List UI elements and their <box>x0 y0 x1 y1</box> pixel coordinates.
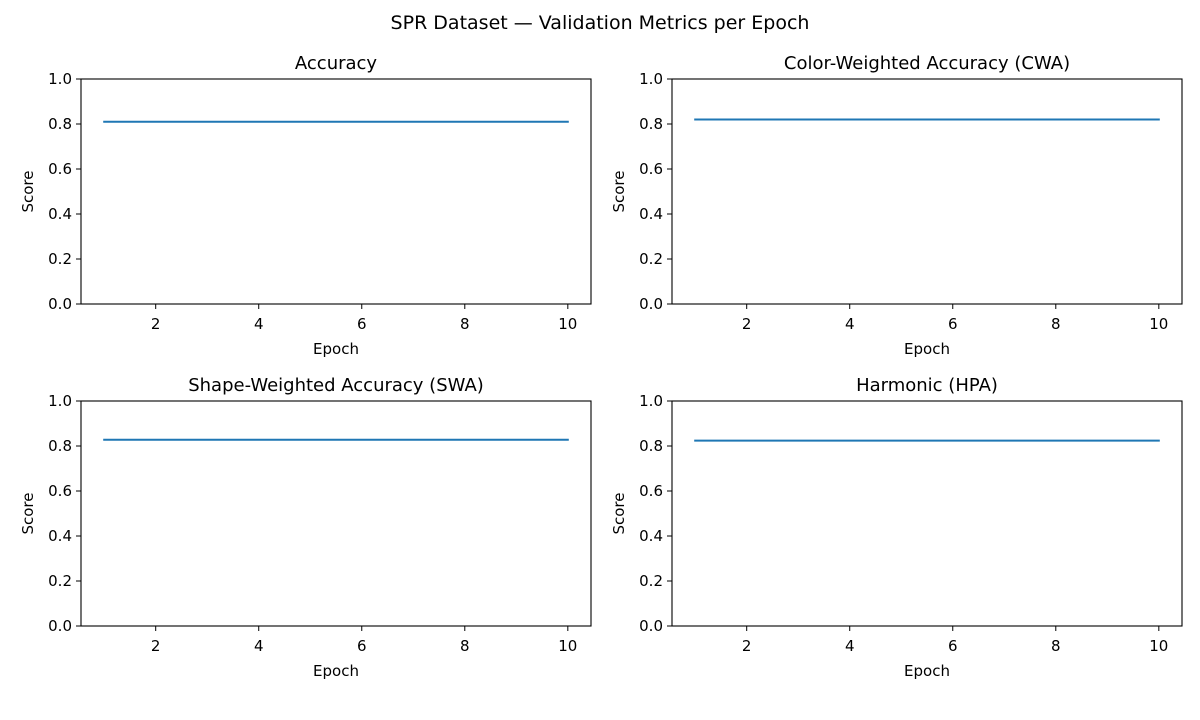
subplot-4: Harmonic (HPA) 0.0 0.2 0.4 0.6 0.8 1.0 2 4 6 8 10 Ep… <box>610 375 1183 680</box>
x-axis-label: Epoch <box>313 662 359 680</box>
y-tick-label: 1.0 <box>48 392 72 410</box>
x-tick-label: 6 <box>357 637 367 655</box>
y-tick-label: 0.8 <box>48 115 72 133</box>
x-tick-label: 4 <box>254 315 264 333</box>
subplot-title: Harmonic (HPA) <box>856 375 998 396</box>
y-axis-label: Score <box>610 170 628 212</box>
x-tick-label: 8 <box>460 315 470 333</box>
y-tick-label: 0.2 <box>48 250 72 268</box>
axes-frame <box>80 78 592 305</box>
y-tick-label: 0.8 <box>48 437 72 455</box>
y-tick-label: 1.0 <box>639 392 663 410</box>
x-tick-label: 6 <box>948 315 958 333</box>
subplot-1: Accuracy 0.0 0.2 0.4 0.6 0.8 1.0 2 4 6 8 10 Epoch Sco… <box>19 53 592 358</box>
x-tick-label: 2 <box>151 637 161 655</box>
x-tick-label: 10 <box>558 315 577 333</box>
y-tick-label: 0.0 <box>48 617 72 635</box>
y-tick-label: 0.2 <box>639 250 663 268</box>
y-axis-label: Score <box>19 492 37 534</box>
x-tick-label: 10 <box>1149 637 1168 655</box>
y-tick-label: 0.8 <box>639 115 663 133</box>
axes-frame <box>671 400 1183 627</box>
x-tick-label: 10 <box>558 637 577 655</box>
x-tick-label: 2 <box>151 315 161 333</box>
x-tick-label: 2 <box>742 315 752 333</box>
y-tick-label: 0.4 <box>639 527 663 545</box>
x-tick-label: 8 <box>460 637 470 655</box>
y-tick-label: 0.4 <box>48 205 72 223</box>
subplot-title: Accuracy <box>295 53 378 74</box>
x-tick-label: 10 <box>1149 315 1168 333</box>
y-tick-label: 0.8 <box>639 437 663 455</box>
subplot-2: Color-Weighted Accuracy (CWA) 0.0 0.2 0.4 0.… <box>610 53 1183 358</box>
figure-suptitle: SPR Dataset — Validation Metrics per Epo… <box>391 12 810 34</box>
axes-frame <box>671 78 1183 305</box>
x-tick-label: 8 <box>1051 637 1061 655</box>
y-tick-label: 0.6 <box>48 482 72 500</box>
y-tick-label: 0.4 <box>48 527 72 545</box>
x-axis-label: Epoch <box>313 340 359 358</box>
x-axis-label: Epoch <box>904 340 950 358</box>
y-tick-label: 0.0 <box>48 295 72 313</box>
x-tick-label: 4 <box>845 315 855 333</box>
subplot-title: Color-Weighted Accuracy (CWA) <box>784 53 1070 74</box>
y-tick-label: 0.6 <box>639 160 663 178</box>
subplot-grid: Accuracy 0.0 0.2 0.4 0.6 0.8 1.0 2 4 6 8 10 Epoch Sco… <box>19 53 1183 680</box>
subplot-title: Shape-Weighted Accuracy (SWA) <box>188 375 484 396</box>
y-tick-label: 0.2 <box>639 572 663 590</box>
x-tick-label: 6 <box>948 637 958 655</box>
y-tick-label: 0.6 <box>48 160 72 178</box>
y-tick-label: 1.0 <box>48 70 72 88</box>
y-tick-label: 0.4 <box>639 205 663 223</box>
y-axis-label: Score <box>19 170 37 212</box>
y-tick-label: 1.0 <box>639 70 663 88</box>
x-tick-label: 4 <box>845 637 855 655</box>
x-axis-label: Epoch <box>904 662 950 680</box>
x-tick-label: 2 <box>742 637 752 655</box>
x-tick-label: 4 <box>254 637 264 655</box>
y-axis-label: Score <box>610 492 628 534</box>
x-tick-label: 6 <box>357 315 367 333</box>
y-tick-label: 0.2 <box>48 572 72 590</box>
y-tick-label: 0.6 <box>639 482 663 500</box>
y-tick-label: 0.0 <box>639 295 663 313</box>
y-tick-label: 0.0 <box>639 617 663 635</box>
axes-frame <box>80 400 592 627</box>
x-tick-label: 8 <box>1051 315 1061 333</box>
subplot-3: Shape-Weighted Accuracy (SWA) 0.0 0.2 0.4 0.… <box>19 375 592 680</box>
